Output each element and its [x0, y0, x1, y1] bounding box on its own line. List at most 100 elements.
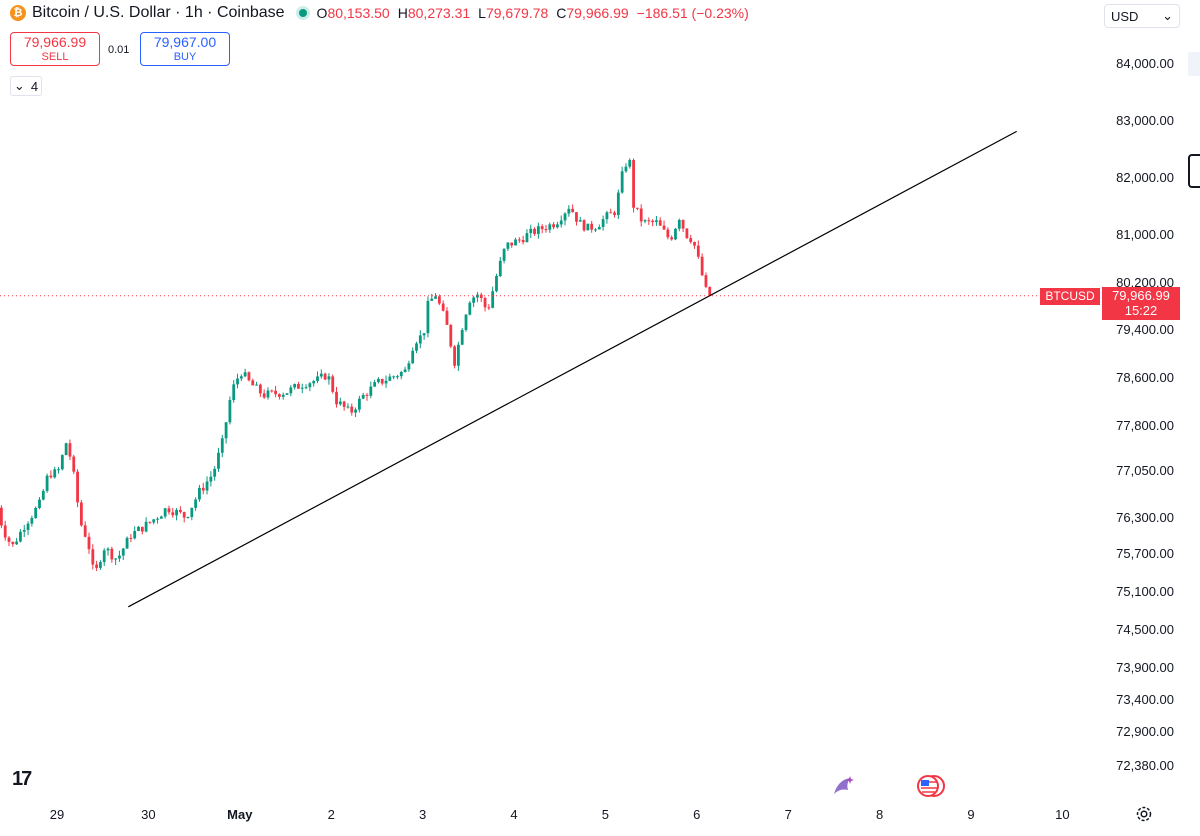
candle[interactable] — [0, 505, 3, 529]
symbol-header[interactable]: ₿ Bitcoin / U.S. Dollar · 1h · Coinbase … — [10, 4, 749, 22]
candle[interactable] — [453, 345, 456, 369]
candle[interactable] — [616, 189, 620, 220]
candle[interactable] — [262, 389, 266, 400]
time-axis[interactable]: 29 30 May 2 3 4 5 6 7 8 9 10 — [50, 807, 1070, 822]
candle[interactable] — [285, 393, 289, 396]
candle[interactable] — [137, 525, 140, 532]
candle[interactable] — [68, 439, 72, 461]
candle[interactable] — [434, 293, 437, 300]
candle[interactable] — [445, 307, 449, 325]
candle[interactable] — [464, 313, 468, 332]
candle[interactable] — [45, 473, 49, 493]
candle[interactable] — [342, 400, 346, 411]
candle[interactable] — [677, 218, 681, 232]
candle[interactable] — [331, 374, 335, 394]
candle[interactable] — [213, 466, 217, 481]
candle[interactable] — [575, 212, 578, 226]
candle[interactable] — [704, 272, 708, 289]
candle[interactable] — [403, 366, 407, 373]
candle[interactable] — [639, 204, 643, 227]
candle[interactable] — [487, 304, 491, 311]
candle[interactable] — [540, 224, 544, 234]
candle[interactable] — [236, 373, 239, 389]
candle[interactable] — [281, 392, 285, 400]
candle[interactable] — [563, 212, 567, 226]
candle[interactable] — [114, 558, 118, 566]
candle[interactable] — [696, 240, 700, 259]
candle[interactable] — [220, 434, 224, 458]
candle[interactable] — [415, 341, 418, 354]
candle[interactable] — [685, 228, 689, 239]
candle[interactable] — [674, 227, 677, 241]
candle[interactable] — [217, 447, 220, 472]
candle[interactable] — [175, 507, 178, 521]
candle[interactable] — [251, 378, 255, 386]
candle[interactable] — [407, 360, 411, 372]
candle[interactable] — [620, 166, 624, 194]
candle[interactable] — [198, 484, 201, 502]
candle[interactable] — [316, 371, 319, 384]
candle[interactable] — [190, 507, 194, 521]
candle[interactable] — [3, 520, 7, 541]
candle[interactable] — [430, 293, 434, 301]
candle[interactable] — [171, 508, 175, 518]
candle[interactable] — [597, 224, 601, 230]
candle[interactable] — [270, 389, 274, 393]
candle[interactable] — [224, 421, 228, 444]
candle[interactable] — [643, 219, 647, 224]
candle[interactable] — [380, 378, 384, 386]
candle[interactable] — [118, 550, 121, 562]
candle[interactable] — [479, 292, 483, 302]
candle[interactable] — [655, 216, 658, 226]
candle[interactable] — [327, 373, 331, 385]
candle[interactable] — [156, 517, 159, 524]
candle[interactable] — [536, 222, 540, 239]
candle[interactable] — [418, 330, 422, 349]
sell-button[interactable]: 79,966.99 SELL — [10, 32, 100, 66]
candle[interactable] — [38, 497, 41, 510]
candle[interactable] — [266, 387, 270, 400]
candle[interactable] — [460, 328, 464, 346]
candle[interactable] — [83, 521, 87, 538]
candle[interactable] — [670, 235, 674, 241]
candle[interactable] — [304, 384, 308, 390]
candle[interactable] — [681, 219, 685, 233]
candle[interactable] — [689, 234, 693, 244]
candle[interactable] — [133, 526, 137, 540]
gear-icon[interactable] — [1134, 804, 1154, 824]
candle[interactable] — [194, 497, 198, 511]
candle[interactable] — [399, 370, 403, 380]
candle[interactable] — [533, 227, 536, 237]
candle[interactable] — [274, 385, 277, 398]
candle[interactable] — [7, 536, 11, 547]
candle[interactable] — [338, 397, 342, 406]
candle[interactable] — [571, 204, 575, 213]
candle[interactable] — [60, 454, 64, 471]
candle[interactable] — [384, 375, 388, 388]
candle[interactable] — [441, 300, 445, 312]
candle[interactable] — [72, 454, 76, 475]
candle[interactable] — [449, 324, 453, 349]
candle[interactable] — [102, 548, 106, 566]
candle[interactable] — [392, 375, 396, 380]
candle[interactable] — [605, 210, 609, 224]
candle[interactable] — [529, 224, 533, 239]
candle[interactable] — [26, 521, 30, 536]
candle[interactable] — [239, 374, 243, 382]
candle[interactable] — [129, 534, 133, 543]
candle[interactable] — [632, 158, 635, 213]
sparkle-icon[interactable] — [830, 774, 858, 798]
candle[interactable] — [247, 371, 251, 382]
candle[interactable] — [76, 469, 79, 508]
candle[interactable] — [205, 476, 209, 495]
symbol-title[interactable]: Bitcoin / U.S. Dollar · 1h · Coinbase — [32, 4, 285, 21]
trendline[interactable] — [128, 130, 1017, 608]
candle[interactable] — [308, 382, 312, 392]
candle[interactable] — [700, 253, 704, 277]
candle[interactable] — [601, 215, 605, 231]
candle[interactable] — [628, 158, 632, 169]
candle[interactable] — [152, 519, 156, 525]
candle[interactable] — [30, 515, 34, 527]
candle[interactable] — [140, 526, 144, 535]
